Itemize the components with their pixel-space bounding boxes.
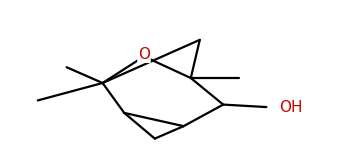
Text: OH: OH <box>279 100 302 115</box>
Text: O: O <box>138 47 150 62</box>
